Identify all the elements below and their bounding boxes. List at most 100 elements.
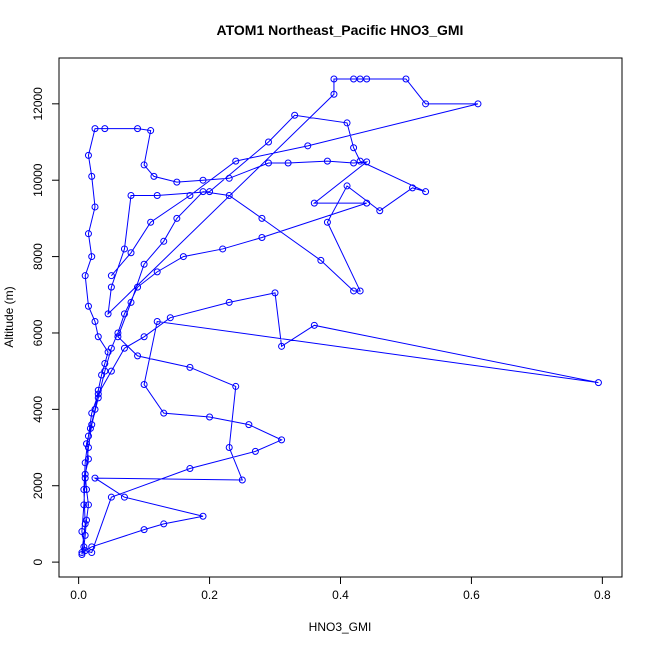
- data-point: [199, 188, 207, 196]
- y-tick-label: 8000: [31, 243, 45, 270]
- data-point: [140, 381, 148, 389]
- y-tick-label: 6000: [31, 319, 45, 346]
- data-point: [91, 318, 99, 326]
- data-point: [179, 253, 187, 261]
- y-tick-label: 10000: [31, 163, 45, 197]
- data-point: [80, 501, 88, 509]
- x-tick-label: 0.6: [463, 588, 480, 602]
- data-point: [91, 474, 99, 482]
- data-point: [94, 390, 102, 398]
- data-point: [206, 188, 214, 196]
- data-point: [225, 174, 233, 182]
- data-point: [80, 486, 88, 494]
- data-point: [402, 75, 410, 83]
- data-point: [78, 549, 86, 557]
- data-point: [160, 409, 168, 417]
- data-point: [186, 465, 194, 473]
- data-point: [84, 151, 92, 159]
- data-point: [160, 237, 168, 245]
- x-tick-label: 0.4: [332, 588, 349, 602]
- data-point: [88, 409, 96, 417]
- data-point: [134, 125, 142, 133]
- data-point: [356, 287, 364, 295]
- data-point: [94, 394, 102, 402]
- data-point: [86, 424, 94, 432]
- data-point: [284, 159, 292, 167]
- data-point: [238, 476, 246, 484]
- data-point: [251, 447, 259, 455]
- data-point: [147, 127, 155, 135]
- data-point: [81, 272, 89, 280]
- data-point: [186, 191, 194, 199]
- data-point: [101, 125, 109, 133]
- data-point: [84, 501, 92, 509]
- data-point: [166, 314, 174, 322]
- data-point: [199, 512, 207, 520]
- data-point: [107, 493, 115, 501]
- data-point: [199, 176, 207, 184]
- data-point: [258, 233, 266, 241]
- data-point: [140, 260, 148, 268]
- data-point: [107, 367, 115, 375]
- data-point: [107, 272, 115, 280]
- data-point: [330, 75, 338, 83]
- data-point: [91, 203, 99, 211]
- data-point: [310, 199, 318, 207]
- data-point: [278, 342, 286, 350]
- x-tick-label: 0.2: [201, 588, 218, 602]
- data-point: [343, 119, 351, 127]
- plot-frame: [58, 57, 623, 578]
- data-point: [127, 249, 135, 257]
- data-point: [84, 302, 92, 310]
- data-point: [78, 528, 86, 536]
- data-point: [225, 298, 233, 306]
- data-point: [104, 310, 112, 318]
- data-point: [343, 182, 351, 190]
- data-point: [120, 493, 128, 501]
- data-point: [120, 245, 128, 253]
- data-point: [363, 199, 371, 207]
- data-point: [173, 178, 181, 186]
- x-tick-label: 0.0: [70, 588, 87, 602]
- data-point: [88, 543, 96, 551]
- data-point: [356, 157, 364, 165]
- data-point: [225, 444, 233, 452]
- data-point: [258, 214, 266, 222]
- data-point: [219, 245, 227, 253]
- data-point: [140, 526, 148, 534]
- data-point: [120, 344, 128, 352]
- data-point: [140, 161, 148, 169]
- data-point: [114, 329, 122, 337]
- data-point: [317, 256, 325, 264]
- data-point: [84, 444, 92, 452]
- data-point: [363, 158, 371, 166]
- data-point: [304, 142, 312, 150]
- data-point: [278, 436, 286, 444]
- data-point: [245, 421, 253, 429]
- data-point: [81, 470, 89, 478]
- data-point: [94, 386, 102, 394]
- data-point: [264, 159, 272, 167]
- data-point: [91, 125, 99, 133]
- data-point: [356, 75, 364, 83]
- data-point: [323, 157, 331, 165]
- data-point: [474, 100, 482, 108]
- data-point: [409, 184, 417, 192]
- data-point: [88, 421, 96, 429]
- data-point: [84, 432, 92, 440]
- data-point: [153, 318, 161, 326]
- data-point: [94, 333, 102, 341]
- y-tick-label: 2000: [31, 472, 45, 499]
- data-point: [186, 363, 194, 371]
- data-point: [134, 283, 142, 291]
- data-point: [264, 138, 272, 146]
- data-point: [350, 75, 358, 83]
- data-point: [153, 268, 161, 276]
- data-point: [350, 287, 358, 295]
- data-point: [101, 360, 109, 368]
- data-point: [153, 191, 161, 199]
- data-point: [101, 367, 109, 375]
- data-line: [81, 78, 599, 555]
